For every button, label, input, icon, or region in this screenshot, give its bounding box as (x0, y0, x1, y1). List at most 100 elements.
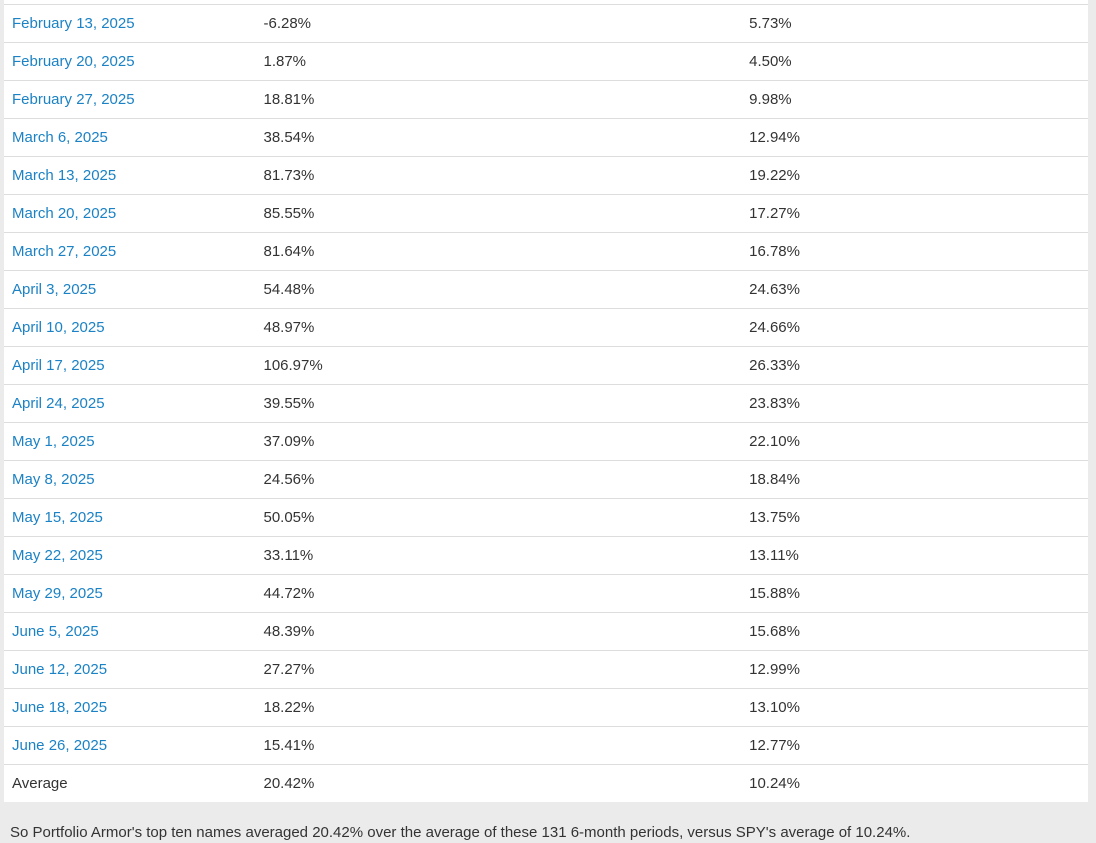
spy-return-cell: 13.11% (749, 547, 799, 564)
table-row: June 5, 2025 48.39% 15.68% (4, 612, 1088, 651)
article-content: February 13, 2025 -6.28% 5.73% February … (4, 0, 1088, 802)
spy-return-cell: 26.33% (749, 357, 800, 374)
date-link[interactable]: May 8, 2025 (12, 471, 95, 488)
date-link[interactable]: February 27, 2025 (12, 91, 135, 108)
spy-return-cell: 24.63% (749, 281, 800, 298)
date-cell: May 29, 2025 (4, 575, 255, 613)
top-ten-return-cell: 39.55% (263, 395, 315, 412)
spy-return-cell: 13.10% (749, 699, 800, 716)
table-row: March 27, 2025 81.64% 16.78% (4, 232, 1088, 271)
table-row: May 8, 2025 24.56% 18.84% (4, 460, 1088, 499)
top-ten-return-cell: 33.11% (263, 547, 314, 564)
table-row: June 18, 2025 18.22% 13.10% (4, 688, 1088, 727)
table-row: March 20, 2025 85.55% 17.27% (4, 194, 1088, 233)
top-ten-return-cell: 48.97% (263, 319, 315, 336)
top-ten-return-cell: 81.64% (263, 243, 315, 260)
table-row: April 24, 2025 39.55% 23.83% (4, 384, 1088, 423)
table-row: May 15, 2025 50.05% 13.75% (4, 498, 1088, 537)
spy-return-cell: 5.73% (749, 15, 792, 32)
date-cell: April 10, 2025 (4, 309, 255, 347)
date-cell: June 5, 2025 (4, 613, 255, 651)
spy-return-cell: 19.22% (749, 167, 800, 184)
table-row: February 13, 2025 -6.28% 5.73% (4, 4, 1088, 43)
table-row: March 13, 2025 81.73% 19.22% (4, 156, 1088, 195)
date-link[interactable]: March 13, 2025 (12, 167, 117, 184)
spy-return-cell: 23.83% (749, 395, 800, 412)
top-ten-average-cell: 20.42% (263, 775, 315, 792)
table-row: June 26, 2025 15.41% 12.77% (4, 726, 1088, 765)
top-ten-return-cell: 18.81% (263, 91, 315, 108)
table-row: March 6, 2025 38.54% 12.94% (4, 118, 1088, 157)
date-link[interactable]: June 5, 2025 (12, 623, 99, 640)
top-ten-return-cell: 15.41% (263, 737, 315, 754)
spy-return-cell: 12.77% (749, 737, 800, 754)
summary-paragraph: So Portfolio Armor's top ten names avera… (10, 824, 911, 841)
table-row: May 22, 2025 33.11% 13.11% (4, 536, 1088, 575)
date-link[interactable]: April 24, 2025 (12, 395, 105, 412)
date-link[interactable]: May 22, 2025 (12, 547, 103, 564)
date-cell: April 17, 2025 (4, 347, 255, 385)
date-cell: June 26, 2025 (4, 727, 255, 765)
returns-table-body: February 13, 2025 -6.28% 5.73% February … (4, 4, 1088, 803)
date-link[interactable]: June 26, 2025 (12, 737, 108, 754)
date-link[interactable]: March 27, 2025 (12, 243, 117, 260)
spy-return-cell: 15.88% (749, 585, 800, 602)
date-link[interactable]: February 13, 2025 (12, 15, 135, 32)
spy-return-cell: 18.84% (749, 471, 800, 488)
table-row: June 12, 2025 27.27% 12.99% (4, 650, 1088, 689)
date-link[interactable]: June 18, 2025 (12, 699, 108, 716)
date-cell: March 27, 2025 (4, 233, 255, 271)
date-link[interactable]: March 20, 2025 (12, 205, 117, 222)
date-link[interactable]: February 20, 2025 (12, 53, 135, 70)
spy-average-cell: 10.24% (749, 775, 800, 792)
date-link[interactable]: May 29, 2025 (12, 585, 103, 602)
date-cell: May 22, 2025 (4, 537, 255, 575)
spy-return-cell: 17.27% (749, 205, 800, 222)
date-cell: March 13, 2025 (4, 157, 255, 195)
top-ten-return-cell: 27.27% (263, 661, 315, 678)
date-cell: February 20, 2025 (4, 43, 255, 81)
top-ten-return-cell: 85.55% (263, 205, 315, 222)
date-cell: March 20, 2025 (4, 195, 255, 233)
table-row: April 17, 2025 106.97% 26.33% (4, 346, 1088, 385)
date-cell: April 3, 2025 (4, 271, 255, 309)
date-link[interactable]: March 6, 2025 (12, 129, 108, 146)
top-ten-return-cell: 54.48% (263, 281, 315, 298)
date-cell: May 8, 2025 (4, 461, 255, 499)
date-cell: June 18, 2025 (4, 689, 255, 727)
date-link[interactable]: June 12, 2025 (12, 661, 108, 678)
spy-return-cell: 22.10% (749, 433, 800, 450)
date-cell: May 1, 2025 (4, 423, 255, 461)
table-row: April 10, 2025 48.97% 24.66% (4, 308, 1088, 347)
top-ten-return-cell: 81.73% (263, 167, 315, 184)
date-cell: June 12, 2025 (4, 651, 255, 689)
spy-return-cell: 24.66% (749, 319, 800, 336)
article-text-area: So Portfolio Armor's top ten names avera… (0, 802, 1096, 843)
table-row: April 3, 2025 54.48% 24.63% (4, 270, 1088, 309)
date-cell: March 6, 2025 (4, 119, 255, 157)
date-link[interactable]: April 10, 2025 (12, 319, 105, 336)
average-label-cell: Average (4, 765, 255, 803)
spy-return-cell: 12.94% (749, 129, 800, 146)
top-ten-return-cell: 48.39% (263, 623, 315, 640)
date-link[interactable]: May 1, 2025 (12, 433, 95, 450)
spy-return-cell: 9.98% (749, 91, 792, 108)
top-ten-return-cell: 50.05% (263, 509, 315, 526)
date-link[interactable]: April 3, 2025 (12, 281, 97, 298)
top-ten-return-cell: 24.56% (263, 471, 315, 488)
average-label: Average (12, 775, 68, 792)
date-cell: May 15, 2025 (4, 499, 255, 537)
date-cell: February 27, 2025 (4, 81, 255, 119)
top-ten-return-cell: 44.72% (263, 585, 315, 602)
table-row: February 27, 2025 18.81% 9.98% (4, 80, 1088, 119)
average-row: Average 20.42% 10.24% (4, 764, 1088, 803)
date-link[interactable]: April 17, 2025 (12, 357, 105, 374)
spy-return-cell: 12.99% (749, 661, 800, 678)
top-ten-return-cell: 38.54% (263, 129, 315, 146)
date-link[interactable]: May 15, 2025 (12, 509, 103, 526)
table-row: May 29, 2025 44.72% 15.88% (4, 574, 1088, 613)
top-ten-return-cell: -6.28% (263, 15, 312, 32)
spy-return-cell: 13.75% (749, 509, 800, 526)
date-cell: February 13, 2025 (4, 5, 255, 43)
top-ten-return-cell: 37.09% (263, 433, 315, 450)
